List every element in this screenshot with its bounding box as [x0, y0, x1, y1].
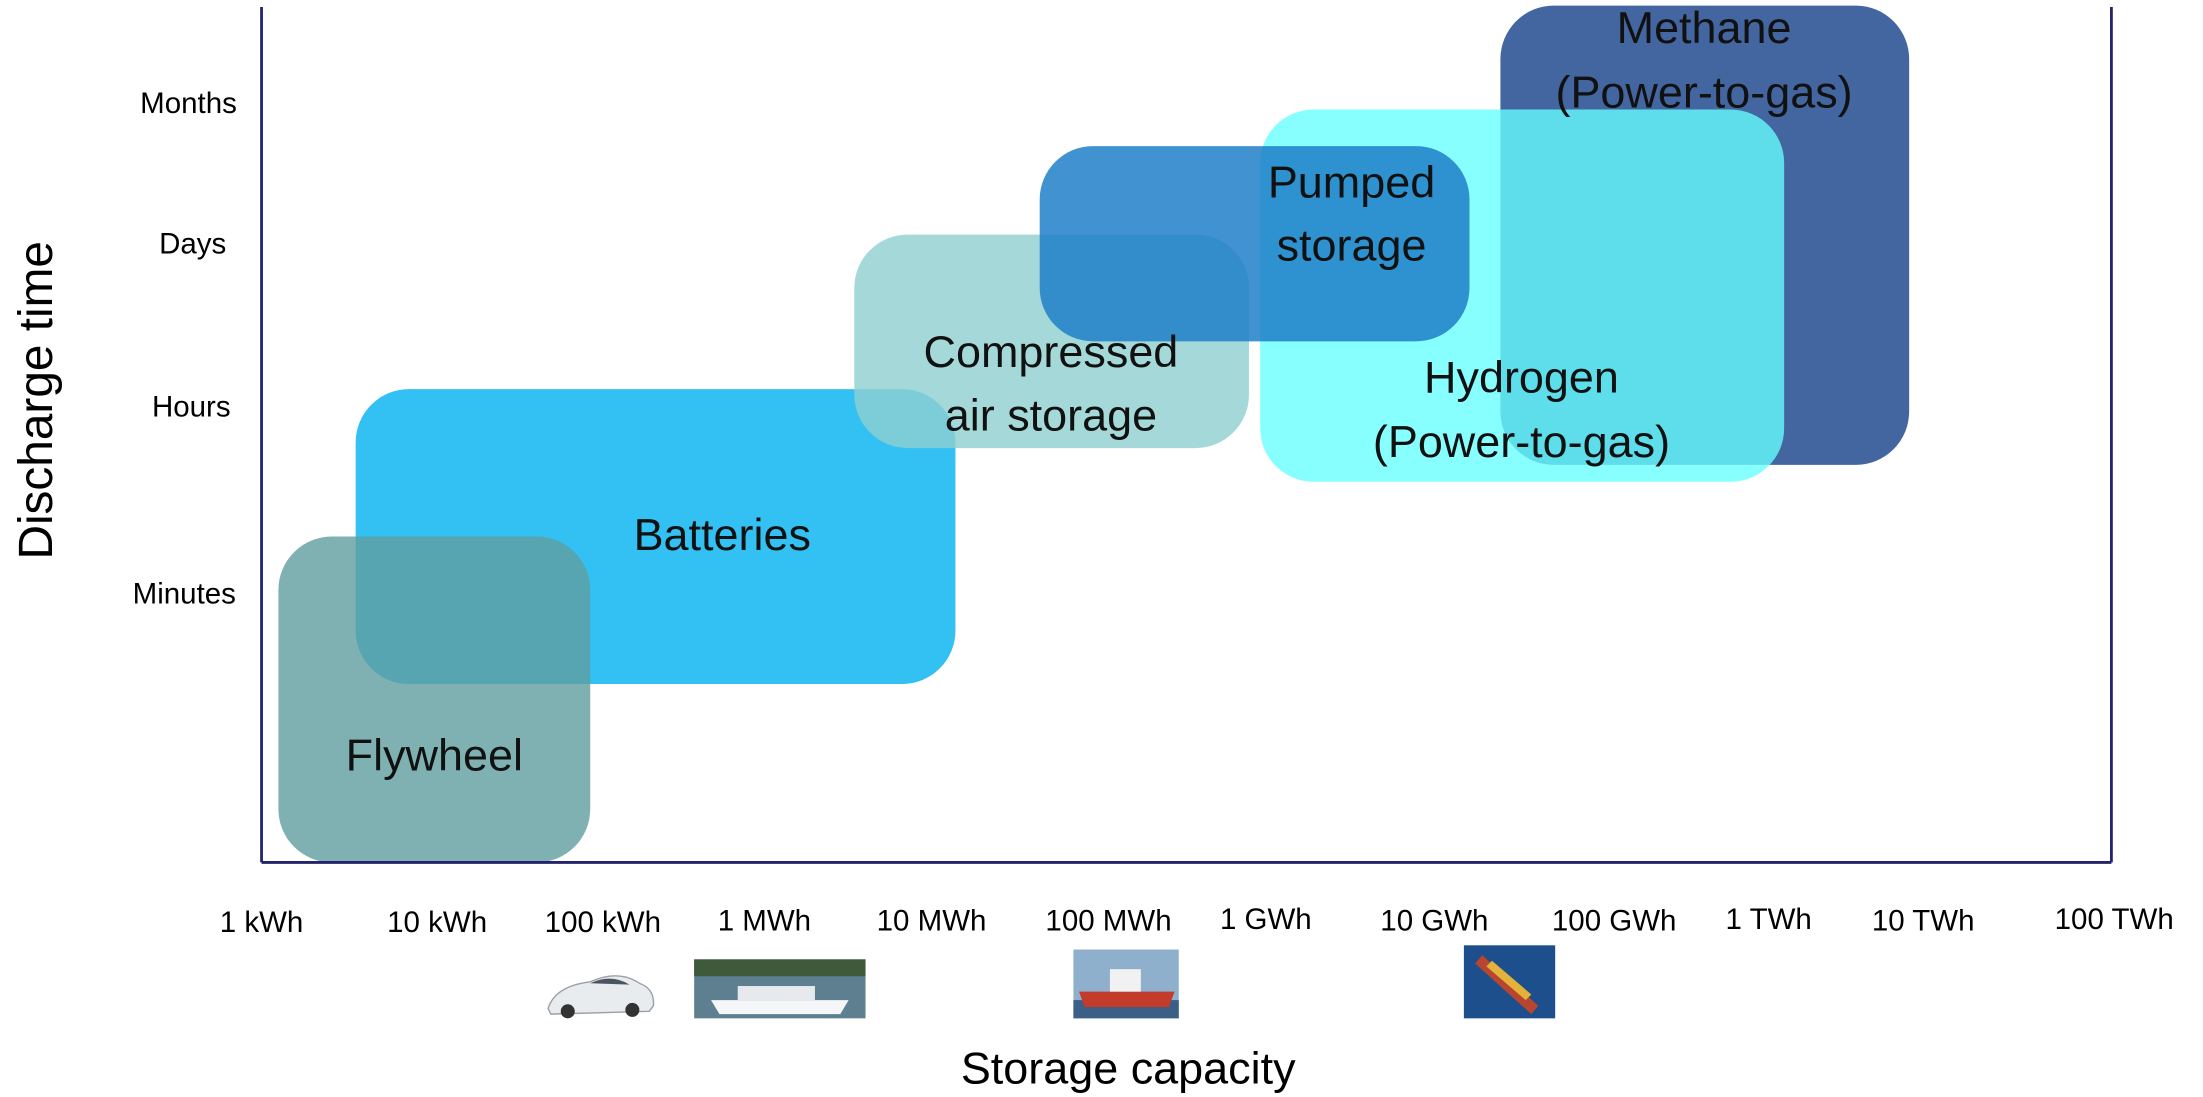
x-tick-label: 100 kWh [545, 906, 661, 939]
container-ship-picture [1464, 945, 1555, 1018]
y-axis-title: Discharge time [10, 241, 63, 559]
x-axis-title: Storage capacity [961, 1043, 1296, 1094]
supply-ship-picture [1073, 950, 1178, 1019]
x-tick-label: 10 kWh [387, 906, 487, 939]
region-label: Compressed [924, 326, 1179, 377]
x-tick-label: 1 GWh [1220, 903, 1312, 936]
region-label: Batteries [634, 509, 811, 560]
region-label: storage [1277, 219, 1427, 270]
x-tick-label: 10 TWh [1872, 905, 1975, 938]
region-label: air storage [945, 389, 1157, 440]
x-tick-label: 100 TWh [2055, 903, 2174, 936]
region-label: Hydrogen [1424, 352, 1619, 403]
y-tick-label: Days [159, 228, 226, 261]
y-tick-label: Minutes [133, 577, 236, 610]
x-tick-label: 100 MWh [1045, 905, 1171, 938]
x-tick-label: 10 GWh [1380, 905, 1488, 938]
region-label: Flywheel [346, 729, 523, 780]
x-tick-label: 1 kWh [220, 906, 304, 939]
diagram: Batteries Flywheel Compressed air storage Me… [0, 0, 2203, 1097]
x-tick-label: 10 MWh [877, 905, 987, 938]
y-tick-label: Hours [152, 391, 231, 424]
region-label: (Power-to-gas) [1555, 66, 1852, 117]
ferry-picture [694, 959, 865, 1018]
page: html, body { margin: 0; padding: 0; back… [0, 0, 2203, 1097]
body: { "y_axis": { "title": "Discharge time",… [0, 0, 2203, 1097]
x-tick-label: 1 TWh [1726, 903, 1812, 936]
x-tick-label: 1 MWh [718, 905, 811, 938]
region-label: Methane [1617, 2, 1792, 53]
region-label: (Power-to-gas) [1373, 416, 1670, 467]
car-picture [548, 976, 653, 1019]
region [278, 537, 590, 863]
x-tick-label: 100 GWh [1552, 905, 1677, 938]
region-label: Pumped [1268, 156, 1435, 207]
y-tick-label: Months [140, 87, 237, 120]
